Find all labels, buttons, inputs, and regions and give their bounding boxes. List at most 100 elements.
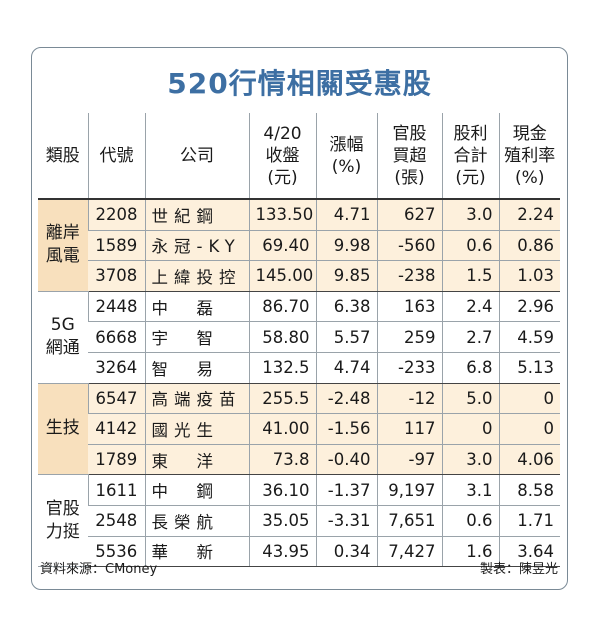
cash-yield: 4.06	[498, 444, 560, 476]
gov-net-buy: 627	[376, 199, 442, 231]
company-name: 中 鋼	[144, 474, 249, 506]
gov-net-buy: -233	[376, 352, 442, 384]
close-price: 58.80	[248, 321, 316, 353]
stock-code: 1611	[87, 474, 145, 506]
change-percent: -3.31	[315, 505, 377, 537]
change-percent: 0.34	[315, 536, 377, 568]
stock-code: 3264	[88, 352, 145, 384]
stock-code: 6668	[88, 321, 145, 353]
source-note: 資料來源：CMoney	[40, 562, 158, 577]
company-name: 宇 智	[144, 321, 249, 353]
cash-yield: 1.71	[498, 505, 560, 537]
stock-code: 1589	[88, 230, 145, 262]
gov-net-buy: -97	[376, 444, 442, 476]
header-category: 類股	[38, 113, 88, 200]
close-price: 86.70	[248, 291, 316, 323]
company-name: 華 新	[144, 536, 249, 568]
change-percent: -0.40	[315, 444, 377, 476]
cash-yield: 1.03	[498, 260, 560, 292]
table-row: 離岸 風電 2208 世紀鋼 133.50 4.71 627 3.0 2.24	[38, 199, 560, 292]
change-percent: 4.71	[315, 199, 377, 231]
gov-net-buy: 7,651	[376, 505, 442, 537]
table-row: 6668 宇 智 58.80 5.57 259 2.7 4.59	[38, 321, 560, 353]
stock-code: 3708	[88, 260, 145, 292]
page-title: 520行情相關受惠股	[167, 67, 432, 100]
stock-table: 類股 代號 公司 4/20 收盤 (元) 漲幅 (%) 官股 買超 (張) 股利 合計 (元)…	[38, 113, 560, 568]
group-label: 官股 力挺	[38, 474, 88, 568]
author-note: 製表：陳昱光	[479, 562, 558, 577]
stock-code: 2548	[88, 505, 145, 537]
group-label: 5G 網通	[38, 291, 88, 384]
close-price: 73.8	[248, 444, 316, 476]
dividend-total: 3.0	[441, 199, 499, 231]
header-code: 代號	[87, 113, 145, 200]
table-row: 1789 東 洋 73.8 -0.40 -97 3.0 4.06	[38, 444, 560, 476]
change-percent: 5.57	[315, 321, 377, 353]
close-price: 41.00	[248, 413, 316, 445]
company-name: 高端疫苗	[144, 383, 249, 415]
close-price: 43.95	[248, 536, 316, 568]
gov-net-buy: -560	[376, 230, 442, 262]
change-percent: 4.74	[315, 352, 377, 384]
dividend-total: 2.4	[441, 291, 499, 323]
table-row: 生技 6547 高端疫苗 255.5 -2.48 -12 5.0 0	[38, 383, 560, 476]
table-frame	[31, 47, 568, 590]
table-row: 5536 華 新 43.95 0.34 7,427 1.6 3.64	[38, 536, 560, 568]
dividend-total: 6.8	[441, 352, 499, 384]
cash-yield: 2.24	[498, 199, 560, 231]
close-price: 132.5	[248, 352, 316, 384]
gov-net-buy: 259	[376, 321, 442, 353]
cash-yield: 0.86	[498, 230, 560, 262]
cash-yield: 8.58	[498, 474, 560, 506]
dividend-total: 0	[441, 413, 499, 445]
company-name: 中 磊	[144, 291, 249, 323]
company-name: 智 易	[144, 352, 249, 384]
company-name: 國光生	[144, 413, 249, 445]
dividend-total: 5.0	[441, 383, 499, 415]
dividend-total: 1.5	[441, 260, 499, 292]
cash-yield: 5.13	[498, 352, 560, 384]
stock-code: 2448	[87, 291, 145, 323]
company-name: 世紀鋼	[144, 199, 249, 231]
stock-code: 4142	[88, 413, 145, 445]
company-name: 上緯投控	[144, 260, 249, 292]
table-row: 1589 永冠-KY 69.40 9.98 -560 0.6 0.86	[38, 230, 560, 262]
gov-net-buy: -238	[376, 260, 442, 292]
table-row: 3708 上緯投控 145.00 9.85 -238 1.5 1.03	[38, 260, 560, 292]
change-percent: 9.85	[315, 260, 377, 292]
group-label: 離岸 風電	[38, 199, 88, 292]
table-row: 官股 力挺 1611 中 鋼 36.10 -1.37 9,197 3.1 8.58	[38, 474, 560, 568]
group-label: 生技	[38, 383, 88, 476]
change-percent: -1.56	[315, 413, 377, 445]
table-row: 3264 智 易 132.5 4.74 -233 6.8 5.13	[38, 352, 560, 384]
table-row: 2548 長榮航 35.05 -3.31 7,651 0.6 1.71	[38, 505, 560, 537]
cash-yield: 3.64	[498, 536, 560, 568]
header-gov-buy: 官股 買超 (張)	[376, 113, 442, 200]
cash-yield: 4.59	[498, 321, 560, 353]
close-price: 36.10	[248, 474, 316, 506]
dividend-total: 3.1	[441, 474, 499, 506]
gov-net-buy: 7,427	[376, 536, 442, 568]
gov-net-buy: 9,197	[376, 474, 442, 506]
change-percent: -1.37	[315, 474, 377, 506]
dividend-total: 0.6	[441, 230, 499, 262]
cash-yield: 0	[498, 383, 560, 415]
cash-yield: 2.96	[498, 291, 560, 323]
gov-net-buy: 163	[376, 291, 442, 323]
close-price: 133.50	[248, 199, 316, 231]
table-row: 4142 國光生 41.00 -1.56 117 0 0	[38, 413, 560, 445]
company-name: 東 洋	[144, 444, 249, 476]
stock-code: 1789	[88, 444, 145, 476]
dividend-total: 2.7	[441, 321, 499, 353]
stock-code: 6547	[87, 383, 145, 415]
gov-net-buy: 117	[376, 413, 442, 445]
close-price: 69.40	[248, 230, 316, 262]
company-name: 永冠-KY	[144, 230, 249, 262]
close-price: 255.5	[248, 383, 316, 415]
dividend-total: 0.6	[441, 505, 499, 537]
change-percent: 6.38	[315, 291, 377, 323]
change-percent: 9.98	[315, 230, 377, 262]
stock-code: 2208	[87, 199, 145, 231]
table-row: 5G 網通 2448 中 磊 86.70 6.38 163 2.4 2.96	[38, 291, 560, 384]
header-company: 公司	[144, 113, 249, 200]
